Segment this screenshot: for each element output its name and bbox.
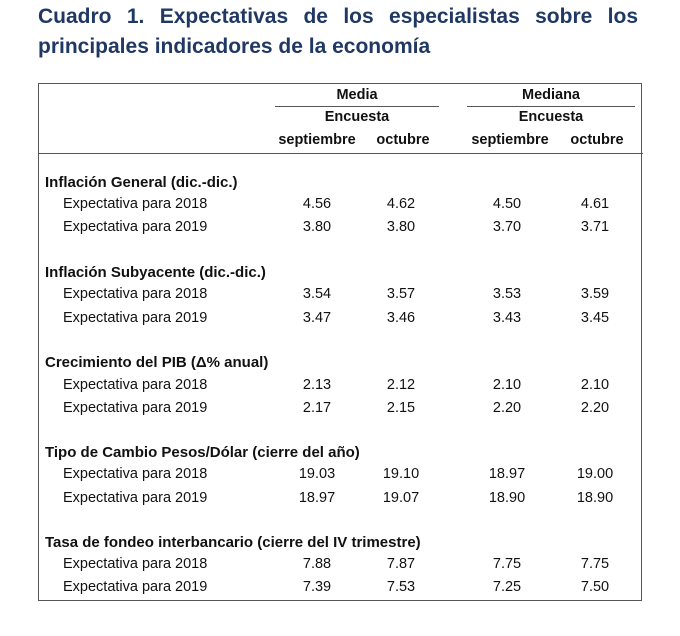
cell: 2.10 xyxy=(580,377,610,393)
cell: 3.59 xyxy=(580,286,610,302)
media-oct-header: octubre xyxy=(376,132,430,148)
row-label: Expectativa para 2018 xyxy=(63,286,208,302)
cell: 7.53 xyxy=(386,579,416,595)
cell: 7.75 xyxy=(580,556,610,572)
media-sep-header: septiembre xyxy=(278,132,356,148)
mediana-sep-header: septiembre xyxy=(471,132,549,148)
section-title: Tasa de fondeo interbancario (cierre del… xyxy=(45,534,421,551)
row-label: Expectativa para 2018 xyxy=(63,196,208,212)
cell: 18.90 xyxy=(576,490,614,506)
cell: 19.00 xyxy=(576,466,614,482)
row-label: Expectativa para 2019 xyxy=(63,219,208,235)
section-title: Inflación General (dic.-dic.) xyxy=(45,174,238,191)
cell: 18.97 xyxy=(488,466,526,482)
mediana-underline xyxy=(467,106,635,107)
cell: 2.17 xyxy=(302,400,332,416)
cell: 2.13 xyxy=(302,377,332,393)
header-divider xyxy=(39,153,643,154)
row-label: Expectativa para 2019 xyxy=(63,400,208,416)
cell: 2.20 xyxy=(580,400,610,416)
table-row: Expectativa para 2018 19.03 19.10 18.97 … xyxy=(39,466,643,488)
cell: 3.70 xyxy=(492,219,522,235)
cell: 4.56 xyxy=(302,196,332,212)
cell: 3.54 xyxy=(302,286,332,302)
row-label: Expectativa para 2018 xyxy=(63,377,208,393)
cell: 7.50 xyxy=(580,579,610,595)
table-title: Cuadro 1. Expectativas de los especialis… xyxy=(38,5,638,58)
cell: 3.80 xyxy=(302,219,332,235)
media-underline xyxy=(275,106,439,107)
media-encuesta: Encuesta xyxy=(324,109,390,125)
cell: 3.71 xyxy=(580,219,610,235)
cell: 7.88 xyxy=(302,556,332,572)
section-title: Crecimiento del PIB (Δ% anual) xyxy=(45,354,269,371)
cell: 18.97 xyxy=(298,490,336,506)
cell: 3.47 xyxy=(302,310,332,326)
cell: 2.20 xyxy=(492,400,522,416)
cell: 2.12 xyxy=(386,377,416,393)
cell: 2.10 xyxy=(492,377,522,393)
table-row: Expectativa para 2018 2.13 2.12 2.10 2.1… xyxy=(39,377,643,399)
cell: 19.03 xyxy=(298,466,336,482)
cell: 3.45 xyxy=(580,310,610,326)
section-title: Tipo de Cambio Pesos/Dólar (cierre del a… xyxy=(45,444,360,461)
cell: 7.25 xyxy=(492,579,522,595)
cell: 7.87 xyxy=(386,556,416,572)
row-label: Expectativa para 2019 xyxy=(63,490,208,506)
table-row: Expectativa para 2018 3.54 3.57 3.53 3.5… xyxy=(39,286,643,308)
cell: 4.50 xyxy=(492,196,522,212)
cell: 3.57 xyxy=(386,286,416,302)
cell: 3.43 xyxy=(492,310,522,326)
mediana-header: Mediana xyxy=(521,87,580,103)
media-header: Media xyxy=(336,87,378,103)
cell: 19.10 xyxy=(382,466,420,482)
cell: 3.46 xyxy=(386,310,416,326)
cell: 18.90 xyxy=(488,490,526,506)
table-row: Expectativa para 2018 4.56 4.62 4.50 4.6… xyxy=(39,196,643,218)
mediana-encuesta: Encuesta xyxy=(518,109,584,125)
row-label: Expectativa para 2018 xyxy=(63,556,208,572)
cell: 7.39 xyxy=(302,579,332,595)
mediana-oct-header: octubre xyxy=(570,132,624,148)
cell: 3.53 xyxy=(492,286,522,302)
cell: 4.62 xyxy=(386,196,416,212)
table-row: Expectativa para 2018 7.88 7.87 7.75 7.7… xyxy=(39,556,643,578)
table-row: Expectativa para 2019 18.97 19.07 18.90 … xyxy=(39,490,643,512)
cell: 2.15 xyxy=(386,400,416,416)
cell: 3.80 xyxy=(386,219,416,235)
table-row: Expectativa para 2019 3.80 3.80 3.70 3.7… xyxy=(39,219,643,241)
table-row: Expectativa para 2019 2.17 2.15 2.20 2.2… xyxy=(39,400,643,422)
row-label: Expectativa para 2018 xyxy=(63,466,208,482)
cell: 4.61 xyxy=(580,196,610,212)
row-label: Expectativa para 2019 xyxy=(63,579,208,595)
expectations-table: Media Mediana Encuesta Encuesta septiemb… xyxy=(38,83,643,601)
cell: 7.75 xyxy=(492,556,522,572)
section-title: Inflación Subyacente (dic.-dic.) xyxy=(45,264,266,281)
row-label: Expectativa para 2019 xyxy=(63,310,208,326)
cell: 19.07 xyxy=(382,490,420,506)
table-row: Expectativa para 2019 7.39 7.53 7.25 7.5… xyxy=(39,579,643,601)
table-row: Expectativa para 2019 3.47 3.46 3.43 3.4… xyxy=(39,310,643,332)
